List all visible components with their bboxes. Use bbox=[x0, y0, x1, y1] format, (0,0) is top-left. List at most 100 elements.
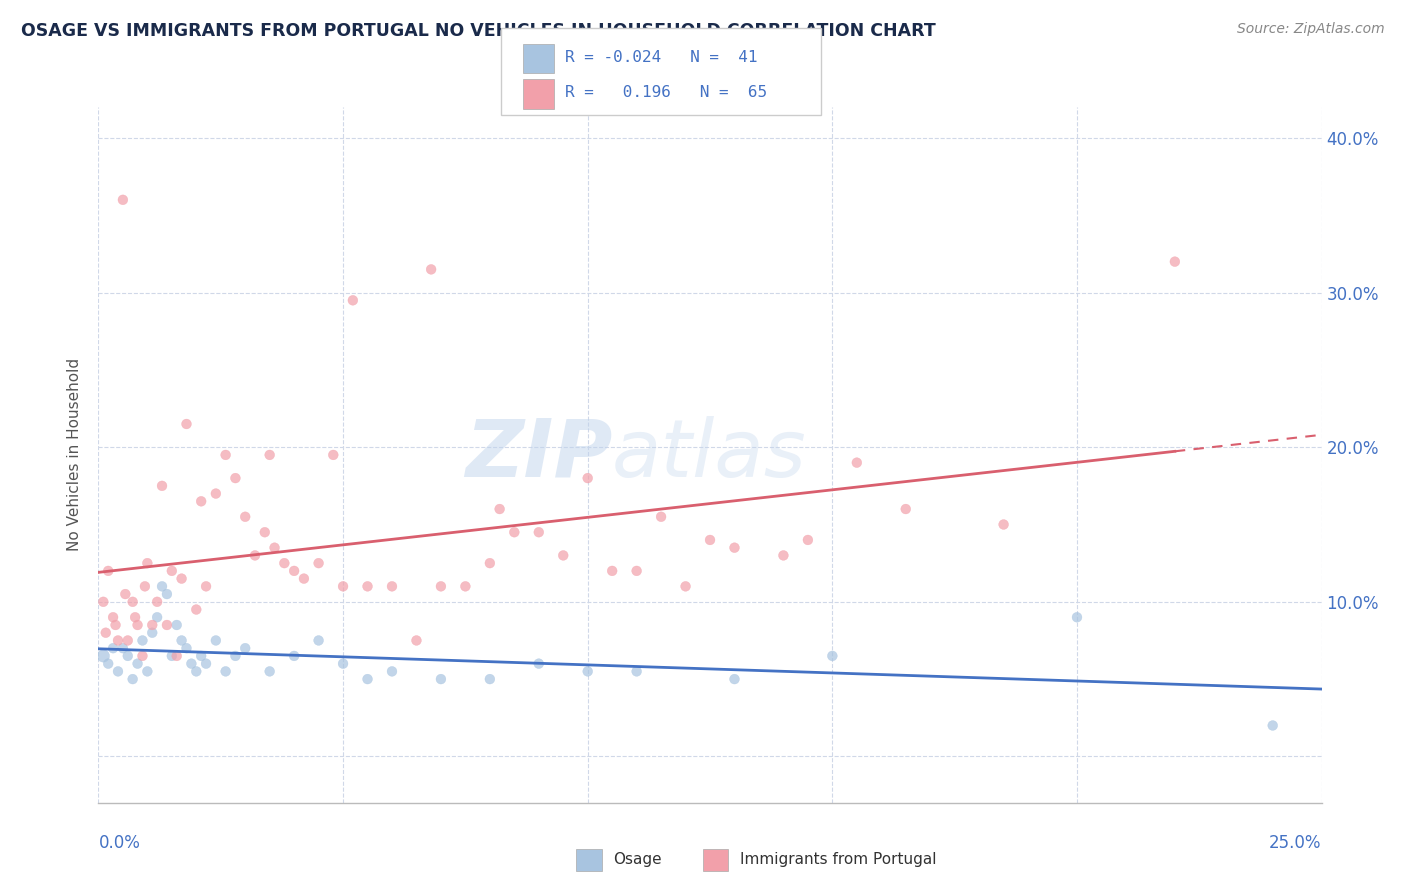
Point bbox=[121, 672, 143, 686]
Point bbox=[553, 549, 575, 563]
Point bbox=[131, 633, 153, 648]
Point bbox=[186, 602, 208, 616]
Point bbox=[650, 509, 672, 524]
Point bbox=[699, 533, 721, 547]
Point bbox=[101, 610, 124, 624]
Point bbox=[156, 618, 179, 632]
Point bbox=[127, 618, 149, 632]
Point bbox=[1164, 254, 1187, 268]
Point bbox=[478, 672, 501, 686]
Point bbox=[195, 657, 218, 671]
Point bbox=[527, 657, 550, 671]
Point bbox=[195, 579, 218, 593]
Point bbox=[150, 579, 173, 593]
Point bbox=[488, 502, 510, 516]
Point bbox=[214, 665, 236, 679]
Point bbox=[576, 471, 599, 485]
Point bbox=[160, 564, 183, 578]
Point bbox=[420, 262, 443, 277]
Point bbox=[1066, 610, 1088, 624]
Point bbox=[180, 657, 202, 671]
Point bbox=[136, 556, 159, 570]
Point bbox=[259, 448, 281, 462]
Point bbox=[127, 657, 149, 671]
Point bbox=[176, 641, 198, 656]
Point bbox=[576, 665, 599, 679]
Point bbox=[190, 648, 212, 663]
Point bbox=[160, 648, 183, 663]
Text: 0.0%: 0.0% bbox=[98, 834, 141, 852]
Point bbox=[243, 549, 266, 563]
Point bbox=[503, 525, 526, 540]
Point bbox=[146, 595, 169, 609]
Point bbox=[176, 417, 198, 431]
Point bbox=[170, 572, 193, 586]
Point bbox=[224, 471, 246, 485]
Point bbox=[253, 525, 276, 540]
Point bbox=[273, 556, 295, 570]
Point bbox=[104, 618, 127, 632]
Point bbox=[292, 572, 315, 586]
Point bbox=[224, 648, 246, 663]
Text: 25.0%: 25.0% bbox=[1270, 834, 1322, 852]
Point bbox=[97, 657, 120, 671]
Point bbox=[332, 579, 354, 593]
Point bbox=[124, 610, 146, 624]
Point bbox=[332, 657, 354, 671]
Point bbox=[797, 533, 820, 547]
Point bbox=[993, 517, 1015, 532]
Point bbox=[430, 672, 453, 686]
Point bbox=[527, 525, 550, 540]
Point bbox=[308, 556, 330, 570]
Text: atlas: atlas bbox=[612, 416, 807, 494]
Point bbox=[150, 479, 173, 493]
Text: OSAGE VS IMMIGRANTS FROM PORTUGAL NO VEHICLES IN HOUSEHOLD CORRELATION CHART: OSAGE VS IMMIGRANTS FROM PORTUGAL NO VEH… bbox=[21, 22, 936, 40]
Text: Immigrants from Portugal: Immigrants from Portugal bbox=[740, 853, 936, 867]
Point bbox=[141, 618, 163, 632]
Point bbox=[214, 448, 236, 462]
Point bbox=[845, 456, 868, 470]
Point bbox=[626, 665, 648, 679]
Point bbox=[723, 541, 745, 555]
Point bbox=[1261, 718, 1284, 732]
Point bbox=[166, 648, 188, 663]
Point bbox=[205, 486, 228, 500]
Point bbox=[117, 633, 139, 648]
Point bbox=[121, 595, 143, 609]
Point bbox=[430, 579, 453, 593]
Point bbox=[170, 633, 193, 648]
Point bbox=[675, 579, 697, 593]
Point bbox=[263, 541, 285, 555]
Point bbox=[478, 556, 501, 570]
Point bbox=[107, 665, 129, 679]
Point bbox=[600, 564, 623, 578]
Point bbox=[283, 648, 305, 663]
Point bbox=[107, 633, 129, 648]
Point bbox=[454, 579, 477, 593]
Point bbox=[111, 193, 134, 207]
Point bbox=[136, 665, 159, 679]
Point bbox=[356, 672, 378, 686]
Point bbox=[186, 665, 208, 679]
Text: Source: ZipAtlas.com: Source: ZipAtlas.com bbox=[1237, 22, 1385, 37]
Point bbox=[91, 648, 114, 663]
Point bbox=[342, 293, 364, 308]
Point bbox=[283, 564, 305, 578]
Point bbox=[134, 579, 156, 593]
Point bbox=[381, 579, 404, 593]
Point bbox=[156, 587, 179, 601]
Point bbox=[308, 633, 330, 648]
Point bbox=[141, 625, 163, 640]
Y-axis label: No Vehicles in Household: No Vehicles in Household bbox=[67, 359, 83, 551]
Point bbox=[101, 641, 124, 656]
Point bbox=[114, 587, 136, 601]
Point bbox=[166, 618, 188, 632]
Point bbox=[97, 564, 120, 578]
Point bbox=[356, 579, 378, 593]
Point bbox=[233, 641, 256, 656]
Point bbox=[111, 641, 134, 656]
Text: ZIP: ZIP bbox=[465, 416, 612, 494]
Point bbox=[117, 648, 139, 663]
Point bbox=[772, 549, 794, 563]
Point bbox=[894, 502, 917, 516]
